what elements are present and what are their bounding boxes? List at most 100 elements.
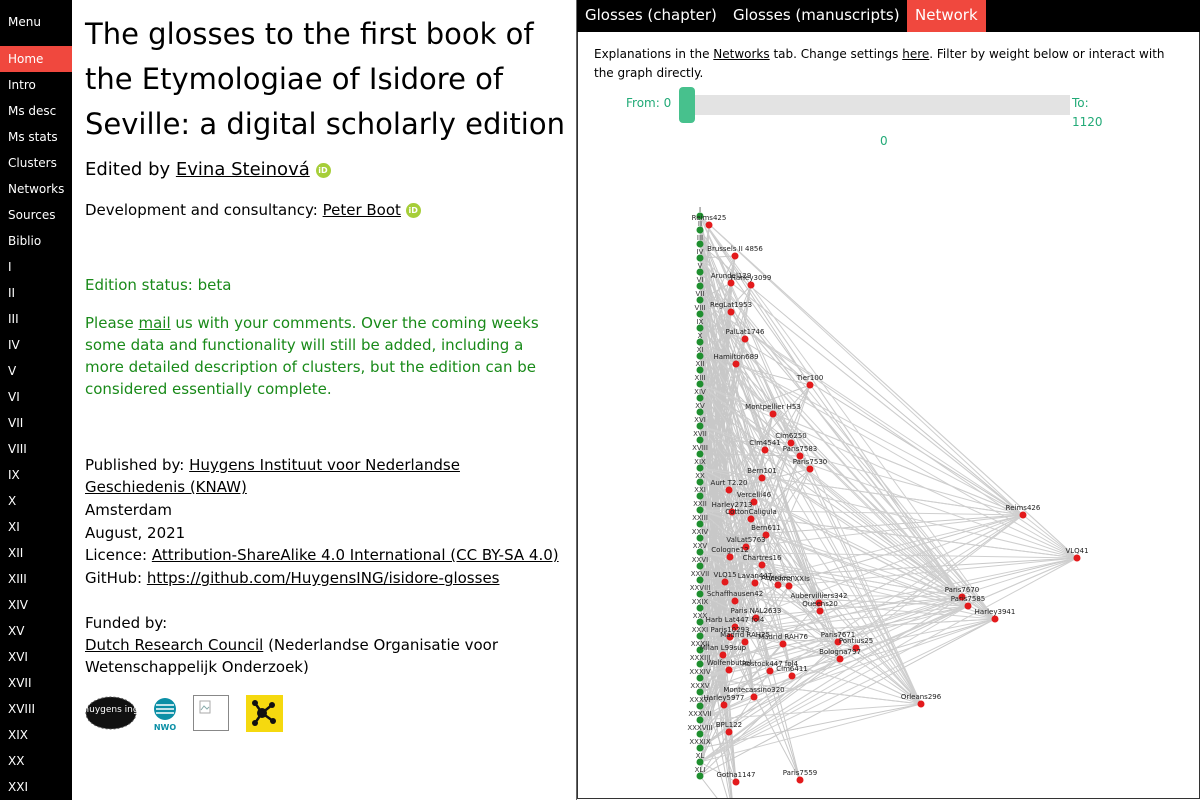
- chapter-node[interactable]: [696, 562, 704, 570]
- sidebar-item-xi[interactable]: XI: [8, 520, 20, 534]
- sidebar-item-xx[interactable]: XX: [8, 754, 25, 768]
- chapter-node[interactable]: [696, 296, 704, 304]
- network-graph[interactable]: IIIIIIIVVVIVIIVIIIIXXXIXIIXIIIXIVXVXVIXV…: [578, 172, 1199, 798]
- manuscript-node[interactable]: [725, 666, 733, 674]
- chapter-node[interactable]: [696, 604, 704, 612]
- sidebar-item-biblio[interactable]: Biblio: [8, 234, 42, 248]
- manuscript-node[interactable]: [806, 381, 814, 389]
- sidebar-item-home[interactable]: Home: [0, 46, 72, 72]
- chapter-node[interactable]: [696, 436, 704, 444]
- chapter-node[interactable]: [696, 632, 704, 640]
- chapter-node[interactable]: [696, 758, 704, 766]
- manuscript-node[interactable]: [991, 615, 999, 623]
- tab-glosses-manuscripts[interactable]: Glosses (manuscripts): [733, 6, 900, 24]
- chapter-node[interactable]: [696, 716, 704, 724]
- sidebar-item-xiv[interactable]: XIV: [8, 598, 28, 612]
- tab-network[interactable]: Network: [907, 0, 986, 32]
- chapter-node[interactable]: [696, 408, 704, 416]
- chapter-node[interactable]: [696, 660, 704, 668]
- manuscript-node[interactable]: [721, 578, 729, 586]
- manuscript-node[interactable]: [752, 614, 760, 622]
- sidebar-item-xiii[interactable]: XIII: [8, 572, 27, 586]
- manuscript-node[interactable]: [731, 597, 739, 605]
- sidebar-item-xv[interactable]: XV: [8, 624, 25, 638]
- manuscript-node[interactable]: [1073, 554, 1081, 562]
- chapter-node[interactable]: [696, 646, 704, 654]
- chapter-node[interactable]: [696, 702, 704, 710]
- sidebar-item-ms-stats[interactable]: Ms stats: [8, 130, 58, 144]
- chapter-node[interactable]: [696, 506, 704, 514]
- manuscript-node[interactable]: [751, 579, 759, 587]
- settings-link[interactable]: here: [902, 47, 930, 61]
- manuscript-node[interactable]: [725, 728, 733, 736]
- chapter-node[interactable]: [696, 548, 704, 556]
- manuscript-node[interactable]: [726, 633, 734, 641]
- sidebar-item-x[interactable]: X: [8, 494, 17, 508]
- chapter-node[interactable]: [696, 674, 704, 682]
- menu-title[interactable]: Menu: [8, 15, 41, 29]
- manuscript-node[interactable]: [958, 593, 966, 601]
- orcid-icon[interactable]: iD: [315, 162, 331, 178]
- chapter-node[interactable]: [696, 254, 704, 262]
- manuscript-node[interactable]: [788, 672, 796, 680]
- sidebar-item-ms-desc[interactable]: Ms desc: [8, 104, 57, 118]
- chapter-node[interactable]: [696, 310, 704, 318]
- sidebar-item-ii[interactable]: II: [8, 286, 16, 300]
- nwo-logo[interactable]: NWO: [153, 695, 178, 733]
- manuscript-node[interactable]: [758, 561, 766, 569]
- chapter-node[interactable]: [696, 380, 704, 388]
- chapter-node[interactable]: [696, 366, 704, 374]
- manuscript-node[interactable]: [796, 776, 804, 784]
- manuscript-node[interactable]: [1019, 511, 1027, 519]
- chapter-node[interactable]: [696, 282, 704, 290]
- chapter-node[interactable]: [696, 576, 704, 584]
- manuscript-node[interactable]: [796, 452, 804, 460]
- sidebar-item-xix[interactable]: XIX: [8, 728, 28, 742]
- sidebar-item-vii[interactable]: VII: [8, 416, 24, 430]
- chapter-node[interactable]: [696, 590, 704, 598]
- chapter-node[interactable]: [696, 772, 704, 780]
- sidebar-item-iv[interactable]: IV: [8, 338, 20, 352]
- tab-glosses-chapter[interactable]: Glosses (chapter): [585, 6, 717, 24]
- huygens-ing-logo[interactable]: huygens ing: [83, 695, 139, 731]
- chapter-node[interactable]: [696, 450, 704, 458]
- manuscript-node[interactable]: [727, 308, 735, 316]
- manuscript-node[interactable]: [816, 607, 824, 615]
- github-link[interactable]: https://github.com/HuygensING/isidore-gl…: [146, 569, 500, 587]
- manuscript-node[interactable]: [732, 360, 740, 368]
- manuscript-node[interactable]: [836, 655, 844, 663]
- sidebar-item-xviii[interactable]: XVIII: [8, 702, 36, 716]
- weight-slider-handle[interactable]: [679, 87, 695, 123]
- chapter-node[interactable]: [696, 534, 704, 542]
- manuscript-node[interactable]: [766, 667, 774, 675]
- sidebar-item-intro[interactable]: Intro: [8, 78, 36, 92]
- orcid-icon[interactable]: iD: [405, 203, 421, 218]
- manuscript-node[interactable]: [750, 498, 758, 506]
- chapter-node[interactable]: [696, 352, 704, 360]
- manuscript-node[interactable]: [742, 543, 750, 551]
- manuscript-node[interactable]: [727, 279, 735, 287]
- sidebar-item-vi[interactable]: VI: [8, 390, 20, 404]
- chapter-node[interactable]: [696, 730, 704, 738]
- mail-link[interactable]: mail: [138, 314, 171, 332]
- manuscript-node[interactable]: [720, 701, 728, 709]
- manuscript-node[interactable]: [806, 465, 814, 473]
- chapter-node[interactable]: [696, 618, 704, 626]
- chapter-node[interactable]: [696, 394, 704, 402]
- sidebar-item-viii[interactable]: VIII: [8, 442, 27, 456]
- sidebar-item-xxi[interactable]: XXI: [8, 780, 28, 794]
- manuscript-node[interactable]: [725, 486, 733, 494]
- chapter-node[interactable]: [696, 688, 704, 696]
- manuscript-node[interactable]: [758, 474, 766, 482]
- manuscript-node[interactable]: [747, 281, 755, 289]
- sidebar-item-iii[interactable]: III: [8, 312, 19, 326]
- manuscript-node[interactable]: [747, 515, 755, 523]
- manuscript-node[interactable]: [762, 531, 770, 539]
- manuscript-node[interactable]: [964, 602, 972, 610]
- chapter-node[interactable]: [696, 268, 704, 276]
- editor-link[interactable]: Evina Steinová: [175, 159, 310, 180]
- sidebar-item-clusters[interactable]: Clusters: [8, 156, 57, 170]
- funder-link[interactable]: Dutch Research Council: [85, 636, 264, 654]
- manuscript-node[interactable]: [719, 651, 727, 659]
- manuscript-node[interactable]: [917, 700, 925, 708]
